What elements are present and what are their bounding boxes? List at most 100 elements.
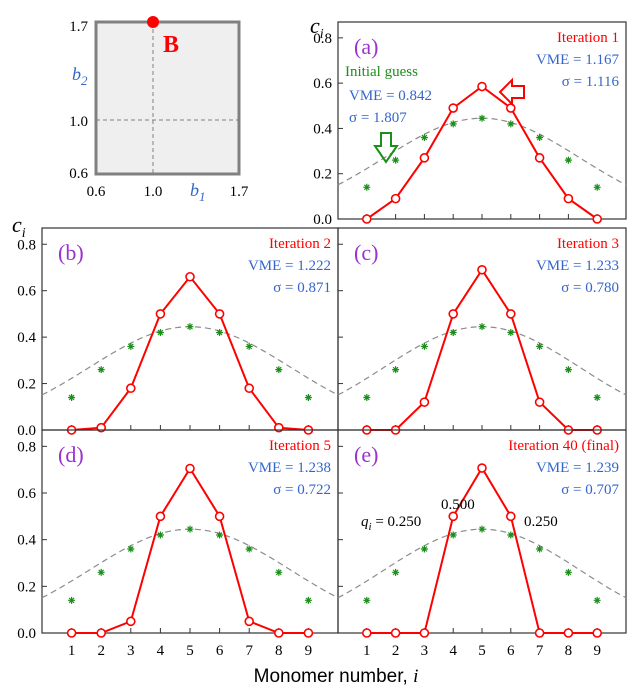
iteration-point <box>534 628 545 638</box>
x-tick-label: 2 <box>392 643 400 659</box>
iteration-point <box>505 511 516 522</box>
x-tick-label: 4 <box>449 643 457 659</box>
reference-point <box>245 342 253 350</box>
reference-point <box>275 366 283 374</box>
reference-point <box>363 596 371 604</box>
y-tick-label: 0.2 <box>17 579 36 595</box>
iteration-point <box>448 511 459 522</box>
reference-point <box>593 596 601 604</box>
panel-letter: (b) <box>58 240 84 265</box>
panel-letter: (e) <box>354 442 378 467</box>
iteration-vme: VME = 1.233 <box>536 258 619 274</box>
x-tick-label: 1 <box>68 643 76 659</box>
iteration-title: Iteration 5 <box>269 438 331 454</box>
iteration-title: Iteration 40 (final) <box>508 438 619 454</box>
reference-point <box>363 393 371 401</box>
reference-point <box>156 328 164 336</box>
q-left-label: qi = 0.250 <box>361 514 421 533</box>
iteration-point <box>419 153 430 163</box>
reference-point <box>363 183 371 191</box>
reference-curve <box>337 326 627 396</box>
y-tick-label: 0.6 <box>313 76 332 92</box>
reference-point <box>304 596 312 604</box>
y-tick-label: 0.0 <box>17 423 36 439</box>
reference-point <box>536 133 544 141</box>
iteration-point <box>155 511 166 522</box>
iteration-point <box>303 628 314 638</box>
initial-guess-annotation: Initial guess VME = 0.842 σ = 1.807 <box>345 64 525 164</box>
y-tick-label: 0.6 <box>17 284 36 300</box>
panel-4: 0.8 0.6 0.4 0.2 0.0 1 2 3 4 5 6 7 8 9 (d) Iteration 5 VM… <box>17 429 339 659</box>
reference-point <box>420 342 428 350</box>
iteration-point <box>214 511 225 522</box>
green-arrow-icon <box>373 132 399 164</box>
inset-point-label: B <box>163 32 179 58</box>
reference-curve <box>337 528 627 599</box>
inset-x-tick-right: 1.7 <box>230 184 249 200</box>
x-tick-label: 1 <box>363 643 371 659</box>
iteration-point <box>477 264 487 275</box>
y-tick-label: 0.0 <box>313 212 332 228</box>
iteration-sigma: σ = 0.871 <box>273 280 331 296</box>
iteration-point <box>534 153 545 163</box>
iteration-point <box>534 397 545 407</box>
x-tick-label: 3 <box>421 643 429 659</box>
reference-point <box>564 568 572 576</box>
left-y-axis-title: ci <box>12 212 26 241</box>
iteration-point <box>592 214 603 224</box>
reference-point <box>127 545 135 553</box>
iteration-point <box>419 628 430 638</box>
iteration-point <box>448 309 459 319</box>
q-left-value: = 0.250 <box>372 514 422 530</box>
q-top-label: 0.500 <box>441 497 475 513</box>
inset-x-tick-left: 0.6 <box>87 184 106 200</box>
panel-letter: (d) <box>58 442 84 467</box>
x-tick-label: 8 <box>565 643 573 659</box>
reference-point <box>507 531 515 539</box>
panel-3: (c) Iteration 3 VME = 1.233 σ = 0.780 <box>337 227 627 435</box>
inset-x-tick-mid: 1.0 <box>144 184 163 200</box>
reference-point <box>478 525 486 533</box>
reference-point <box>593 393 601 401</box>
x-tick-label: 8 <box>275 643 283 659</box>
inset-y-tick-bottom: 0.6 <box>69 166 88 182</box>
x-tick-label: 5 <box>478 643 486 659</box>
iteration-point <box>155 309 166 319</box>
y-tick-label: 0.2 <box>313 167 332 183</box>
reference-point <box>97 366 105 374</box>
y-tick-label: 0.2 <box>17 377 36 393</box>
x-axis-title-text: Monomer number, <box>254 666 413 687</box>
iteration-point <box>448 103 459 113</box>
reference-point <box>275 568 283 576</box>
iteration-point <box>563 193 574 204</box>
reference-point <box>449 531 457 539</box>
inset-y-axis-symbol: b <box>72 64 81 84</box>
x-tick-label: 6 <box>507 643 515 659</box>
reference-curve <box>41 528 339 599</box>
reference-point <box>507 328 515 336</box>
iteration-vme: VME = 1.222 <box>248 258 331 274</box>
panel-1: 0.8 0.6 0.4 0.2 0.0 (a) Iteration 1 VME = 1.167… <box>313 21 627 228</box>
iteration-line <box>366 85 598 220</box>
inset-y-axis-label: b2 <box>72 64 88 88</box>
final-value-labels: 0.500 qi = 0.250 0.250 <box>361 497 558 533</box>
iteration-line <box>71 275 309 431</box>
inset-point-b <box>147 16 159 28</box>
reference-curve <box>337 117 627 186</box>
reference-point <box>536 545 544 553</box>
reference-point <box>420 133 428 141</box>
iteration-vme: VME = 1.167 <box>536 52 620 68</box>
initial-guess-vme: VME = 0.842 <box>349 88 432 104</box>
y-tick-label: 0.4 <box>17 330 36 346</box>
iteration-point <box>477 81 487 92</box>
x-tick-label: 7 <box>536 643 544 659</box>
top-y-axis-symbol: c <box>310 13 320 38</box>
iteration-point <box>185 463 195 474</box>
reference-point <box>216 531 224 539</box>
iteration-point <box>390 628 401 638</box>
iteration-point <box>244 383 254 394</box>
q-left-sub: i <box>369 521 372 533</box>
top-y-axis-title: ci <box>310 13 324 42</box>
q-right-label: 0.250 <box>524 514 558 530</box>
